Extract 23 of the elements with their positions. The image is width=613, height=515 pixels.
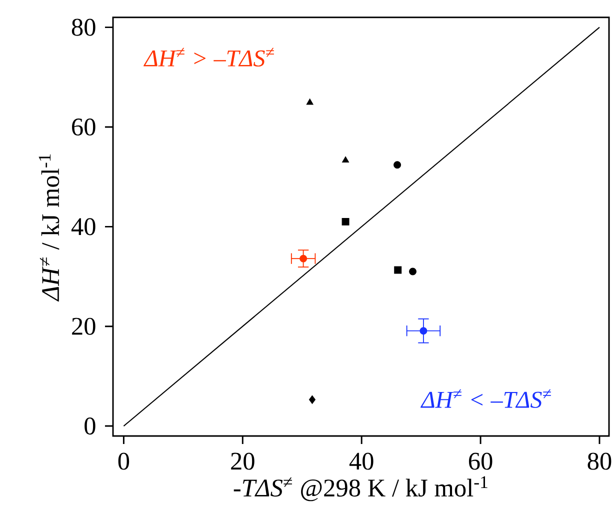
y-axis-title: ΔH$^{≠}$ / kJ mol$^{-1}$ xyxy=(38,154,60,302)
point xyxy=(394,266,402,274)
point xyxy=(306,98,314,105)
x-tick-label: 60 xyxy=(468,452,492,470)
point xyxy=(308,395,316,404)
point xyxy=(409,268,416,276)
y-tick-label: 20 xyxy=(72,318,96,335)
x-axis-title: -TΔS$^{≠}$ @298 K / kJ mol$^{-1}$ xyxy=(234,476,488,502)
x-tick-label: 80 xyxy=(588,452,612,470)
annotation: ΔH$^{≠}$ < –TΔS$^{≠}$ xyxy=(420,389,551,408)
point xyxy=(342,218,350,226)
y-tick-label: 80 xyxy=(72,18,96,36)
point xyxy=(420,327,428,335)
annotation: ΔH$^{≠}$ > –TΔS$^{≠}$ xyxy=(144,48,274,67)
point xyxy=(300,254,308,262)
x-tick-label: 0 xyxy=(118,452,130,470)
y-tick-label: 0 xyxy=(84,418,96,435)
y-tick-label: 60 xyxy=(72,118,96,136)
point xyxy=(342,156,350,163)
x-tick-label: 40 xyxy=(349,452,374,470)
y-tick-label: 40 xyxy=(71,218,96,236)
point xyxy=(394,161,402,169)
x-tick-label: 20 xyxy=(231,452,254,470)
